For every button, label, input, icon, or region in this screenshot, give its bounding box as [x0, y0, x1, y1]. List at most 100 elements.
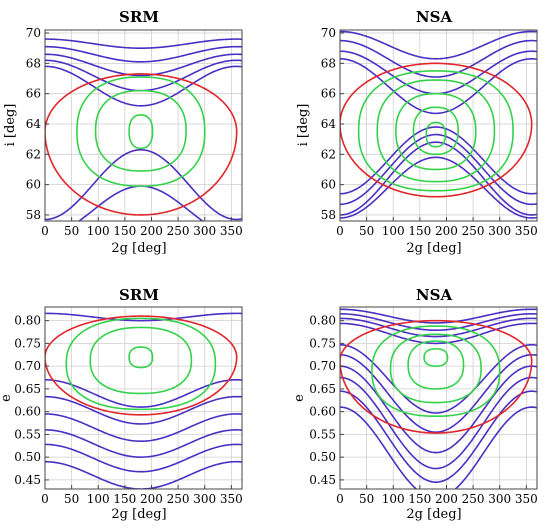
plot-frame	[339, 29, 538, 222]
x-tick-label: 350	[515, 224, 538, 238]
x-tick-label: 0	[41, 224, 49, 238]
panel-nsa-inclination: NSA 0 50 100 150 200 250 300 35058606264666870 …	[296, 8, 538, 256]
x-axis-label: 2g [deg]	[406, 507, 461, 522]
y-tick-label: 0.65	[14, 382, 41, 396]
circulating-curve	[45, 429, 242, 458]
x-tick-label: 0	[336, 224, 344, 238]
circulating-curve	[340, 308, 537, 324]
x-tick-label: 100	[382, 492, 405, 506]
x-tick-label: 150	[113, 224, 136, 238]
librating-curve	[128, 346, 154, 369]
circulating-curve	[340, 376, 537, 470]
circulating-curve	[340, 58, 537, 115]
circulating-curve	[340, 141, 537, 216]
separatrix-curve	[340, 319, 533, 434]
x-tick-label: 50	[359, 224, 374, 238]
librating-curve	[425, 121, 447, 148]
x-tick-label: 0	[336, 492, 344, 506]
circulating-curve	[340, 406, 537, 489]
y-tick-label: 60	[321, 178, 336, 192]
panel-nsa-eccentricity: NSA 0 50 100 150 200 250 300 350 0.45 0.50 0.55 0.6…	[292, 286, 538, 522]
librating-curve	[395, 92, 477, 171]
circulating-curve	[45, 460, 242, 489]
circulating-curve	[340, 30, 537, 60]
circulating-curve	[45, 413, 242, 443]
circulating-curve	[340, 322, 537, 345]
y-tick-label: 0.70	[309, 359, 336, 373]
x-tick-label: 250	[167, 492, 190, 506]
circulating-curve	[45, 148, 242, 221]
panel-title: NSA	[416, 286, 453, 304]
y-tick-label: 0.80	[14, 314, 41, 328]
x-tick-label: 350	[515, 492, 538, 506]
y-tick-label: 68	[321, 56, 336, 70]
y-tick-label: 68	[26, 56, 41, 70]
separatrix-curve	[340, 62, 533, 198]
y-tick-label: 0.45	[309, 473, 336, 487]
separatrix-curve	[45, 315, 238, 416]
x-tick-label: 100	[87, 492, 110, 506]
plot-frame	[44, 306, 243, 490]
x-tick-label: 300	[488, 492, 511, 506]
librating-curve	[407, 340, 465, 390]
panel-srm-eccentricity: SRM 0 50 100 150 200 250 300 350 0.45 0.50 0.55 0.6…	[0, 286, 243, 522]
circulating-curve	[45, 53, 242, 77]
x-tick-label: 150	[113, 492, 136, 506]
x-tick-label: 0	[41, 492, 49, 506]
y-tick-label: 0.45	[14, 473, 41, 487]
y-tick-label: 0.65	[309, 382, 336, 396]
x-tick-label: 200	[140, 224, 163, 238]
plot-frame	[339, 306, 538, 490]
x-tick-label: 50	[64, 492, 79, 506]
circulating-curve	[45, 65, 242, 107]
x-axis-label: 2g [deg]	[111, 241, 166, 256]
librating-curve	[376, 79, 496, 183]
y-axis-label: i [deg]	[3, 104, 18, 147]
x-tick-label: 100	[382, 224, 405, 238]
circulating-curve	[340, 39, 537, 78]
circulating-curve	[340, 126, 537, 195]
circulating-curve	[340, 313, 537, 331]
y-tick-label: 62	[26, 147, 41, 161]
circulating-curve	[340, 156, 537, 219]
librating-curve	[128, 114, 154, 150]
librating-curve	[389, 333, 482, 404]
librating-curve	[357, 70, 514, 192]
circulating-curve	[45, 443, 242, 473]
x-tick-label: 150	[408, 492, 431, 506]
y-tick-label: 0.75	[14, 336, 41, 350]
y-tick-label: 64	[26, 117, 42, 131]
circulating-curve	[45, 395, 242, 425]
x-tick-label: 300	[193, 224, 216, 238]
y-tick-label: 58	[26, 208, 41, 222]
librating-curve	[94, 89, 187, 172]
x-tick-label: 300	[193, 492, 216, 506]
separatrix-curve	[45, 73, 238, 216]
panel-title: SRM	[119, 8, 159, 26]
y-tick-label: 0.50	[309, 450, 336, 464]
plot-frame	[44, 29, 243, 222]
y-tick-label: 0.70	[14, 359, 41, 373]
circulating-curve	[340, 317, 537, 338]
y-tick-label: 66	[321, 87, 336, 101]
panel-title: NSA	[416, 8, 453, 26]
y-tick-label: 0.60	[14, 405, 41, 419]
librating-curve	[65, 317, 217, 411]
x-tick-label: 200	[140, 492, 163, 506]
y-tick-label: 0.55	[14, 427, 41, 441]
x-axis-label: 2g [deg]	[406, 241, 461, 256]
y-tick-label: 66	[26, 87, 41, 101]
x-tick-label: 200	[435, 224, 458, 238]
y-tick-label: 60	[26, 178, 41, 192]
y-axis-label: e	[292, 394, 307, 402]
librating-curve	[89, 326, 193, 395]
circulating-curve	[340, 133, 537, 206]
x-tick-label: 100	[87, 224, 110, 238]
x-tick-label: 200	[435, 492, 458, 506]
librating-curve	[371, 325, 501, 417]
y-tick-label: 0.50	[14, 450, 41, 464]
circulating-curve	[340, 365, 537, 454]
y-tick-label: 64	[321, 117, 337, 131]
circulating-curve	[45, 38, 242, 49]
